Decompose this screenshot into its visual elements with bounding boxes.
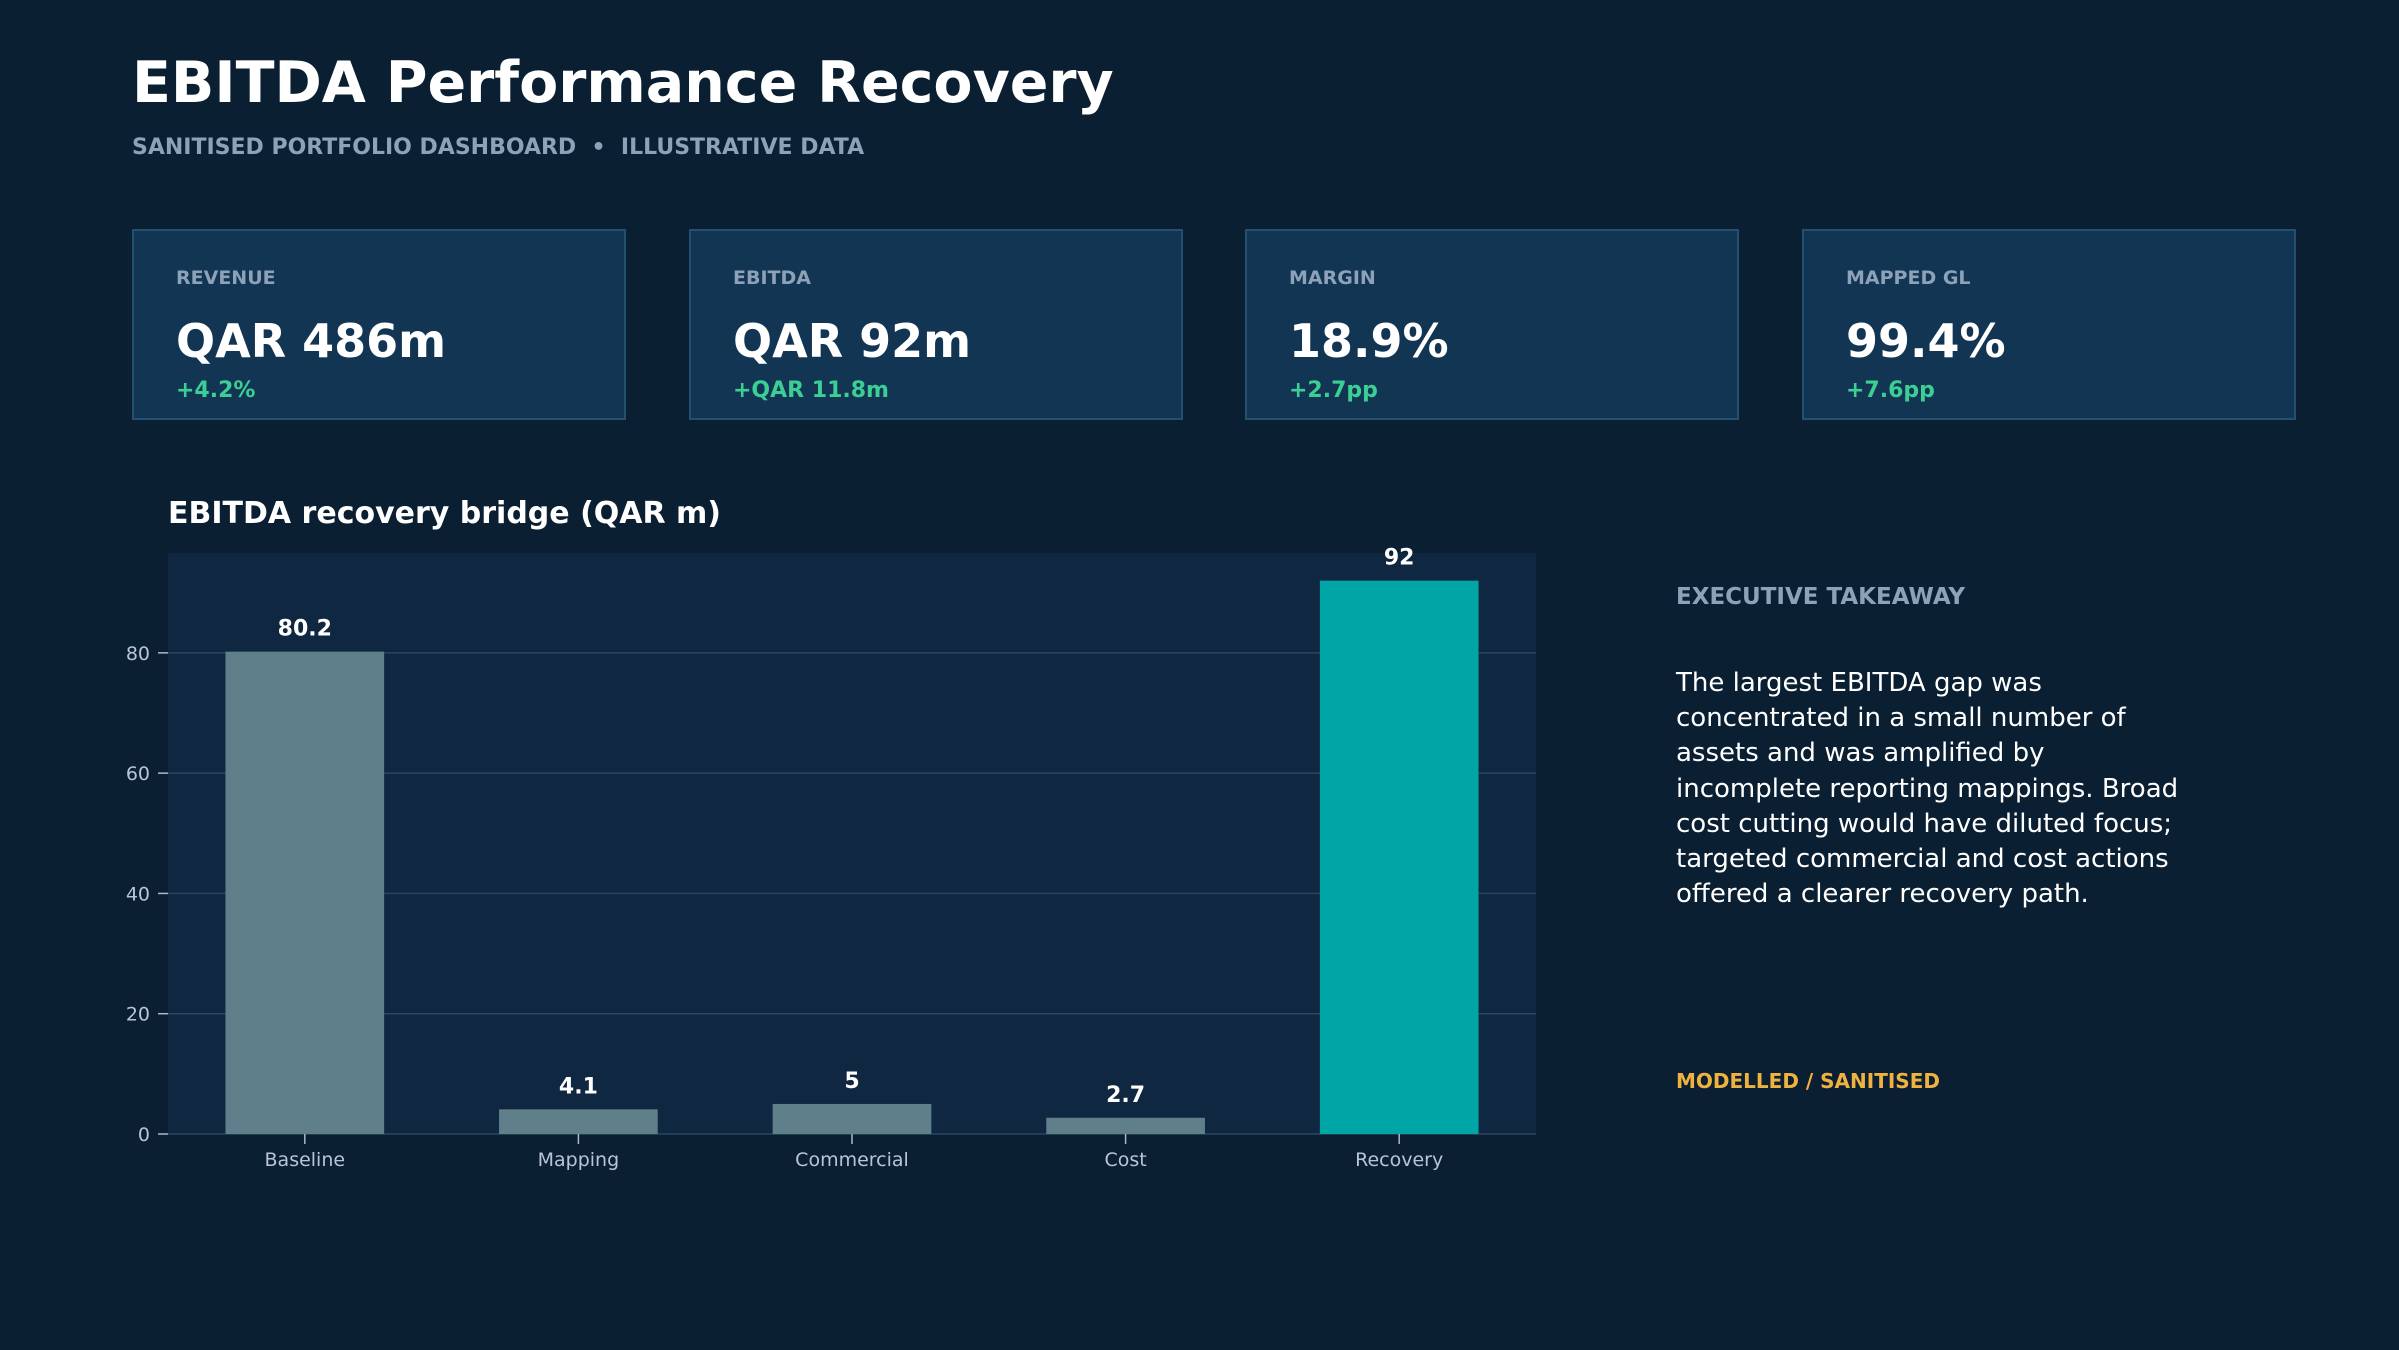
y-tick-label: 40 xyxy=(126,883,150,905)
kpi-value: 18.9% xyxy=(1289,314,1449,368)
kpi-label: REVENUE xyxy=(176,267,276,289)
page-title: EBITDA Performance Recovery xyxy=(132,50,1114,116)
takeaway-tag: MODELLED / SANITISED xyxy=(1676,1069,1940,1093)
kpi-delta: +QAR 11.8m xyxy=(733,378,889,403)
y-tick-label: 60 xyxy=(126,763,150,785)
x-tick-label: Commercial xyxy=(795,1149,909,1171)
takeaway-heading: EXECUTIVE TAKEAWAY xyxy=(1676,584,1966,610)
page-subtitle: SANITISED PORTFOLIO DASHBOARD • ILLUSTRA… xyxy=(132,135,865,160)
kpi-label: EBITDA xyxy=(733,267,811,289)
bar-mapping xyxy=(499,1109,658,1134)
x-tick-label: Baseline xyxy=(265,1149,346,1171)
kpi-card-ebitda: EBITDA QAR 92m +QAR 11.8m xyxy=(689,229,1183,420)
bar-cost xyxy=(1046,1117,1205,1134)
bar-baseline xyxy=(225,651,385,1134)
plot-area xyxy=(168,553,1536,1134)
kpi-card-margin: MARGIN 18.9% +2.7pp xyxy=(1245,229,1739,420)
kpi-label: MARGIN xyxy=(1289,267,1376,289)
y-tick-label: 80 xyxy=(126,643,150,665)
data-label: 2.7 xyxy=(1106,1083,1145,1108)
takeaway-body: The largest EBITDA gap was concentrated … xyxy=(1676,668,2179,910)
y-tick-label: 0 xyxy=(138,1124,150,1146)
kpi-delta: +4.2% xyxy=(176,378,256,403)
data-label: 92 xyxy=(1384,546,1415,571)
kpi-card-mapped-gl: MAPPED GL 99.4% +7.6pp xyxy=(1802,229,2296,420)
kpi-delta: +2.7pp xyxy=(1289,378,1378,403)
data-label: 5 xyxy=(844,1069,859,1094)
bar-commercial xyxy=(772,1103,932,1134)
chart-title: EBITDA recovery bridge (QAR m) xyxy=(168,496,722,531)
y-tick-label: 20 xyxy=(126,1004,150,1026)
data-label: 80.2 xyxy=(278,617,332,642)
bar-recovery xyxy=(1319,580,1479,1134)
kpi-delta: +7.6pp xyxy=(1846,378,1935,403)
x-tick-label: Recovery xyxy=(1355,1149,1443,1171)
kpi-label: MAPPED GL xyxy=(1846,267,1971,289)
kpi-value: QAR 486m xyxy=(176,314,447,368)
data-label: 4.1 xyxy=(559,1074,598,1099)
x-tick-label: Cost xyxy=(1104,1149,1146,1171)
kpi-card-revenue: REVENUE QAR 486m +4.2% xyxy=(132,229,626,420)
x-tick-label: Mapping xyxy=(538,1149,620,1171)
kpi-value: QAR 92m xyxy=(733,314,972,368)
kpi-value: 99.4% xyxy=(1846,314,2006,368)
